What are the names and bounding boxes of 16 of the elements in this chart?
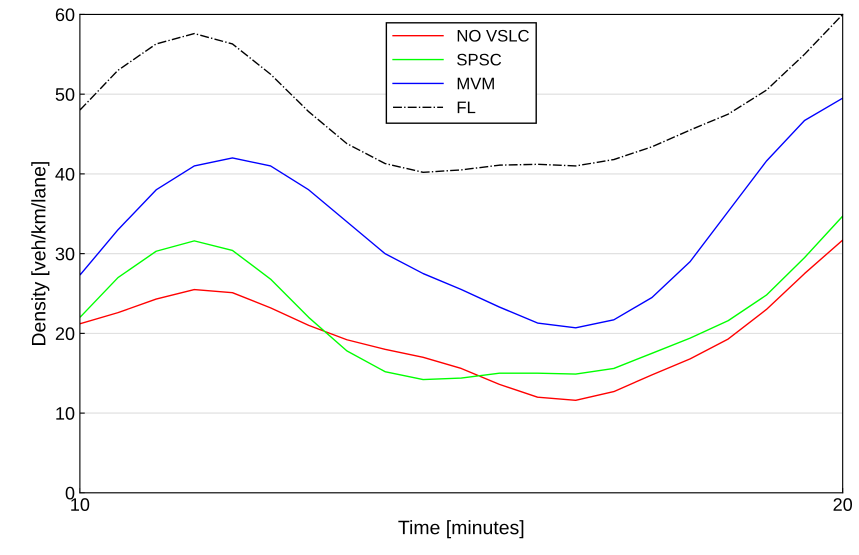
legend-label: NO VSLC — [458, 30, 529, 42]
y-tick-label: 10 — [56, 407, 74, 420]
y-axis-title: Density [veh/km/lane] — [31, 162, 50, 345]
x-axis-title: Time [minutes] — [398, 520, 524, 538]
y-tick-label: 30 — [56, 248, 74, 260]
y-tick-label: 40 — [55, 168, 74, 181]
legend-label: SPSC — [457, 54, 502, 66]
legend-label: MVM — [458, 78, 494, 90]
line-series — [80, 97, 843, 328]
y-tick-label: 20 — [56, 327, 74, 340]
line-series — [80, 239, 843, 402]
y-tick-label: 60 — [56, 8, 74, 22]
line-series — [80, 215, 843, 380]
y-tick-label: 50 — [56, 88, 74, 101]
legend-label: FL — [458, 102, 476, 114]
y-tick-label: 0 — [66, 486, 74, 500]
